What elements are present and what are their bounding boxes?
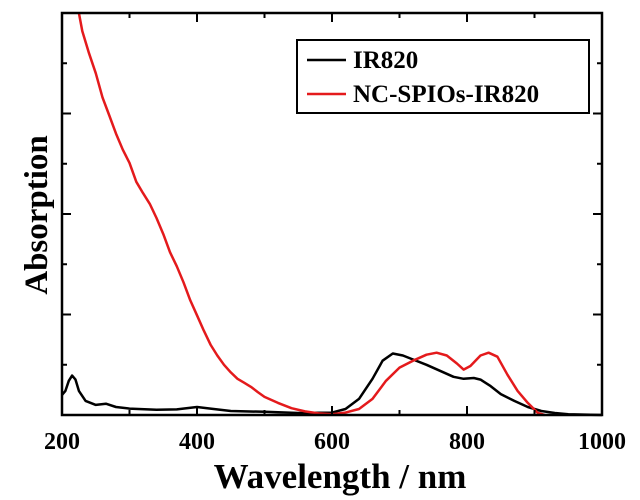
x-tick-label: 1000 (578, 429, 626, 455)
x-tick-label: 800 (449, 429, 485, 455)
y-axis-title: Absorption (19, 135, 55, 295)
plot-lines (61, 12, 603, 417)
legend: IR820 NC-SPIOs-IR820 (296, 39, 590, 114)
x-tick-label: 200 (44, 429, 80, 455)
legend-box (296, 39, 590, 114)
x-axis-title: Wavelength / nm (214, 457, 467, 496)
x-tick-label: 400 (179, 429, 215, 455)
legend-label-ir820: IR820 (353, 47, 418, 74)
axis-ticks (61, 13, 603, 415)
series-line-1 (77, 12, 545, 417)
x-tick-labels: 200 400 600 800 1000 (44, 429, 626, 455)
x-tick-label: 600 (314, 429, 350, 455)
legend-label-nc-spios-ir820: NC-SPIOs-IR820 (353, 81, 539, 108)
series-line-0 (61, 352, 603, 417)
